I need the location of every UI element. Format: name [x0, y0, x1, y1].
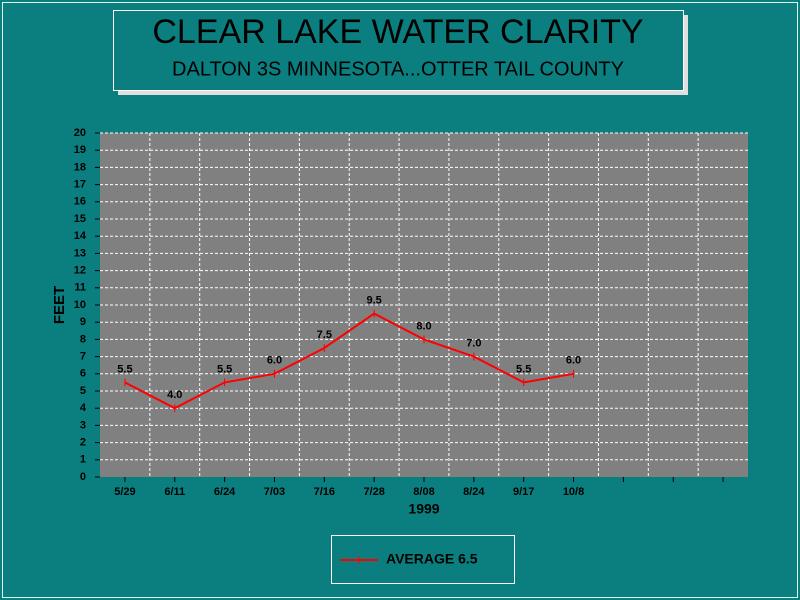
data-label: 7.0 [466, 338, 481, 350]
y-tick-label: 1 [80, 454, 86, 466]
x-tick-label: 9/17 [513, 486, 534, 498]
legend-label: AVERAGE 6.5 [386, 551, 478, 567]
data-label: 9.5 [367, 295, 382, 307]
y-tick-label: 20 [74, 127, 86, 139]
y-tick-label: 4 [80, 402, 87, 414]
y-tick-label: 15 [74, 213, 86, 225]
x-axis-label: 1999 [408, 501, 439, 517]
title-box [113, 10, 684, 91]
y-tick-label: 11 [74, 282, 86, 294]
y-tick-label: 19 [74, 144, 86, 156]
chart-title: CLEAR LAKE WATER CLARITY [152, 13, 643, 51]
x-tick-label: 7/16 [314, 486, 335, 498]
y-tick-label: 3 [80, 419, 86, 431]
data-label: 7.5 [317, 329, 332, 341]
data-label: 8.0 [416, 320, 431, 332]
y-tick-label: 2 [80, 437, 86, 449]
y-tick-label: 17 [74, 179, 86, 191]
data-label: 5.5 [217, 363, 232, 375]
y-tick-label: 12 [74, 265, 86, 277]
y-tick-label: 13 [74, 247, 86, 259]
x-tick-label: 8/24 [463, 486, 485, 498]
y-tick-label: 18 [74, 161, 86, 173]
data-label: 6.0 [267, 355, 282, 367]
x-tick-label: 10/8 [563, 486, 584, 498]
x-tick-label: 6/24 [214, 486, 236, 498]
chart-subtitle: DALTON 3S MINNESOTA...OTTER TAIL COUNTY [172, 58, 624, 80]
y-tick-label: 10 [74, 299, 86, 311]
y-tick-label: 7 [80, 351, 86, 363]
y-tick-label: 14 [74, 230, 87, 242]
y-axis-label: FEET [51, 286, 68, 324]
x-tick-label: 5/29 [114, 486, 135, 498]
y-tick-label: 5 [80, 385, 86, 397]
data-label: 6.0 [566, 355, 581, 367]
data-label: 4.0 [167, 389, 182, 401]
x-tick-label: 6/11 [164, 486, 185, 498]
x-tick-label: 7/28 [363, 486, 384, 498]
data-label: 5.5 [117, 363, 132, 375]
y-tick-label: 6 [80, 368, 86, 380]
y-tick-label: 8 [80, 333, 86, 345]
series-line [124, 312, 574, 410]
data-label: 5.5 [516, 363, 531, 375]
y-tick-label: 9 [80, 316, 86, 328]
y-tick-label: 16 [74, 196, 86, 208]
x-tick-label: 7/03 [264, 486, 285, 498]
y-tick-label: 0 [80, 471, 86, 483]
x-tick-label: 8/08 [413, 486, 434, 498]
